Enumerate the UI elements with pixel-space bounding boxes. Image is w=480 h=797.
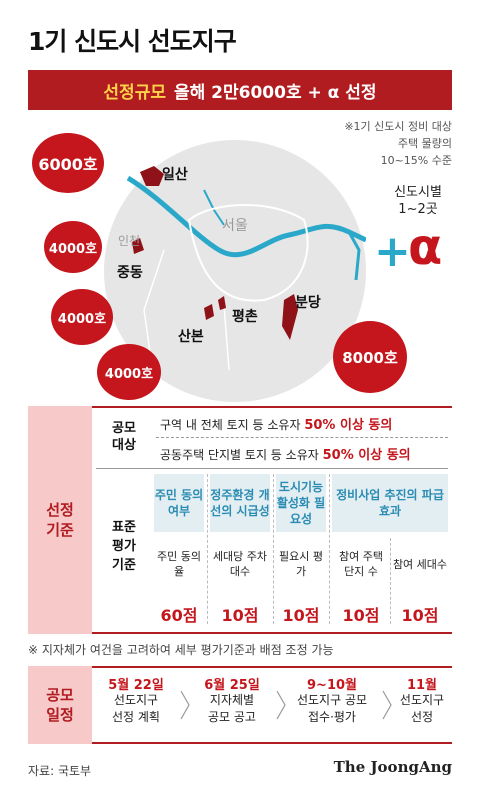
step-1-text: 선도지구 선정 계획 bbox=[96, 692, 176, 726]
step-text-line: 지자체별 bbox=[209, 693, 255, 707]
place-ilsan: 일산 bbox=[162, 167, 188, 183]
place-pyeongchon: 평촌 bbox=[232, 309, 258, 325]
chevron-right-icon bbox=[180, 690, 190, 720]
footnote: ※ 지자체가 여건을 고려하여 세부 평가기준과 배점 조정 가능 bbox=[28, 643, 334, 657]
criteria-frame bbox=[28, 406, 452, 634]
schedule-label-box: 공모 일정 bbox=[28, 666, 92, 744]
item-household-count: 참여 세대수 bbox=[392, 557, 448, 571]
target-row-text: 공동주택 단지별 토지 등 소유자 bbox=[160, 448, 319, 462]
standard-label: 표준 평가 기준 bbox=[96, 518, 152, 575]
scope-note: ※1기 신도시 정비 대상 주택 물량의 10~15% 수준 bbox=[282, 118, 452, 169]
quota-bubble-ilsan: 6000호 bbox=[33, 134, 103, 192]
alpha-sign: α bbox=[408, 218, 443, 276]
page-title: 1기 신도시 선도지구 bbox=[28, 27, 237, 56]
banner-text: 올해 2만6000호 + α 선정 bbox=[173, 82, 377, 103]
schedule-label: 공모 일정 bbox=[46, 685, 74, 725]
item-complex-count: 참여 주택단지 수 bbox=[339, 550, 383, 578]
quota-bubble-bundang: 8000호 bbox=[334, 322, 406, 392]
criteria-label-line: 기준 bbox=[46, 521, 74, 539]
step-text-line: 선도지구 bbox=[399, 693, 445, 707]
step-3-text: 선도지구 공모 접수·평가 bbox=[284, 692, 380, 726]
row-divider bbox=[156, 437, 448, 438]
item-parking: 세대당 주차 대수 bbox=[212, 550, 268, 578]
step-text-line: 접수·평가 bbox=[308, 710, 356, 724]
score-complex: 10점 bbox=[342, 606, 380, 625]
plus-label-line: 신도시별 bbox=[394, 185, 442, 200]
score-urgency: 10점 bbox=[221, 606, 259, 625]
brand-logo: The JoongAng bbox=[333, 758, 452, 776]
col-head-urban: 도시기능 활성화 필요성 bbox=[276, 474, 326, 532]
item-as-needed: 필요시 평가 bbox=[279, 550, 323, 578]
chevron-right-icon bbox=[382, 690, 392, 720]
step-2-text: 지자체별 공모 공고 bbox=[192, 692, 272, 726]
section-divider bbox=[96, 468, 448, 469]
step-3-date: 9~10월 bbox=[307, 678, 357, 693]
col-divider bbox=[207, 474, 208, 624]
banner-highlight: 선정규모 bbox=[103, 82, 166, 103]
standard-label-line: 기준 bbox=[112, 558, 136, 573]
quota-bubble-jungdong: 4000호 bbox=[45, 222, 101, 272]
step-text-line: 선도지구 bbox=[113, 693, 159, 707]
standard-label-line: 표준 bbox=[112, 520, 136, 535]
plus-label-line: 1~2곳 bbox=[398, 202, 438, 217]
col-head-ripple: 정비사업 추진의 파급효과 bbox=[332, 474, 448, 532]
quota-bubble-pyeongchon: 4000호 bbox=[98, 345, 160, 399]
step-text-line: 선도지구 공모 bbox=[296, 693, 368, 707]
seoul-area-map bbox=[104, 140, 366, 402]
target-row-text: 구역 내 전체 토지 등 소유자 bbox=[160, 418, 301, 432]
step-1-date: 5월 22일 bbox=[108, 678, 164, 693]
target-row-2: 공동주택 단지별 토지 등 소유자 50% 이상 동의 bbox=[160, 444, 411, 463]
criteria-label-box: 선정 기준 bbox=[28, 406, 92, 634]
note-line: ※1기 신도시 정비 대상 bbox=[344, 120, 452, 133]
col-head-urgency: 정주환경 개선의 시급성 bbox=[210, 474, 270, 532]
note-line: 주택 물량의 bbox=[397, 137, 452, 150]
city-label-seoul: 서울 bbox=[222, 218, 248, 234]
criteria-label: 선정 기준 bbox=[46, 500, 74, 540]
score-consent: 60점 bbox=[160, 606, 198, 625]
scale-banner: 선정규모 올해 2만6000호 + α 선정 bbox=[28, 70, 452, 110]
schedule-frame bbox=[28, 666, 452, 744]
quota-bubble-sanbon: 4000호 bbox=[52, 290, 112, 344]
target-row-highlight: 50% 이상 동의 bbox=[304, 418, 393, 433]
schedule-label-line: 공모 bbox=[46, 686, 74, 704]
col-divider bbox=[329, 474, 330, 624]
step-text-line: 공모 공고 bbox=[208, 710, 256, 724]
step-2-date: 6월 25일 bbox=[204, 678, 260, 693]
place-bundang: 분당 bbox=[295, 295, 321, 311]
score-urban: 10점 bbox=[282, 606, 320, 625]
target-row-highlight: 50% 이상 동의 bbox=[322, 448, 411, 463]
item-consent-rate: 주민 동의율 bbox=[157, 550, 201, 578]
place-jungdong: 중동 bbox=[117, 265, 143, 281]
col-divider bbox=[390, 538, 391, 624]
plus-label: 신도시별 1~2곳 bbox=[384, 184, 452, 218]
score-household: 10점 bbox=[401, 606, 439, 625]
plus-sign: + bbox=[374, 226, 411, 277]
criteria-label-line: 선정 bbox=[46, 501, 74, 519]
step-4-text: 선도지구 선정 bbox=[392, 692, 452, 726]
step-text-line: 선정 계획 bbox=[112, 710, 160, 724]
chevron-right-icon bbox=[276, 690, 286, 720]
step-text-line: 선정 bbox=[410, 710, 434, 724]
target-label: 공모 대상 bbox=[96, 420, 152, 454]
target-label-line: 공모 bbox=[112, 421, 136, 436]
source-credit: 자료: 국토부 bbox=[28, 764, 92, 778]
standard-label-line: 평가 bbox=[112, 539, 136, 554]
schedule-label-line: 일정 bbox=[46, 706, 74, 724]
target-label-line: 대상 bbox=[112, 438, 136, 453]
target-row-1: 구역 내 전체 토지 등 소유자 50% 이상 동의 bbox=[160, 414, 392, 433]
note-line: 10~15% 수준 bbox=[380, 154, 452, 167]
col-divider bbox=[273, 474, 274, 624]
step-4-date: 11월 bbox=[406, 678, 438, 693]
col-head-consent: 주민 동의 여부 bbox=[154, 474, 204, 532]
city-label-incheon: 인천 bbox=[118, 234, 141, 248]
place-sanbon: 산본 bbox=[178, 329, 204, 345]
